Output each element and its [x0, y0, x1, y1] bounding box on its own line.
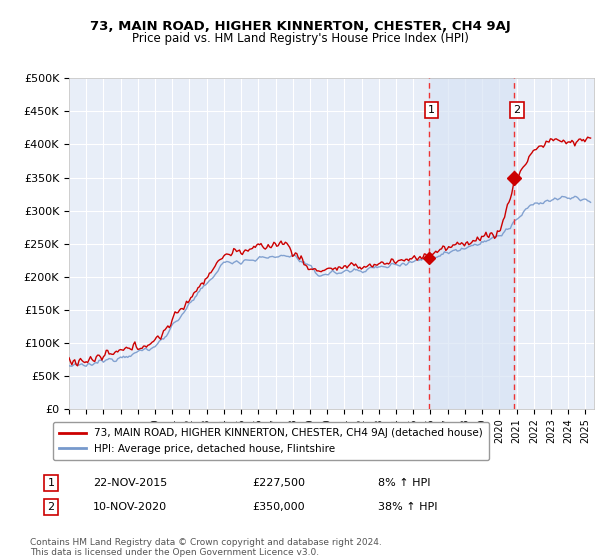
Legend: 73, MAIN ROAD, HIGHER KINNERTON, CHESTER, CH4 9AJ (detached house), HPI: Average: 73, MAIN ROAD, HIGHER KINNERTON, CHESTER… — [53, 422, 489, 460]
Text: Price paid vs. HM Land Registry's House Price Index (HPI): Price paid vs. HM Land Registry's House … — [131, 32, 469, 45]
Text: £350,000: £350,000 — [252, 502, 305, 512]
Text: 10-NOV-2020: 10-NOV-2020 — [93, 502, 167, 512]
Text: £227,500: £227,500 — [252, 478, 305, 488]
Text: 2: 2 — [513, 105, 520, 115]
Text: 38% ↑ HPI: 38% ↑ HPI — [378, 502, 437, 512]
Text: 8% ↑ HPI: 8% ↑ HPI — [378, 478, 431, 488]
Text: 22-NOV-2015: 22-NOV-2015 — [93, 478, 167, 488]
Text: 2: 2 — [47, 502, 55, 512]
Bar — [429, 78, 514, 409]
Text: Contains HM Land Registry data © Crown copyright and database right 2024.
This d: Contains HM Land Registry data © Crown c… — [30, 538, 382, 557]
Text: 1: 1 — [428, 105, 435, 115]
Text: 73, MAIN ROAD, HIGHER KINNERTON, CHESTER, CH4 9AJ: 73, MAIN ROAD, HIGHER KINNERTON, CHESTER… — [89, 20, 511, 32]
Text: 1: 1 — [47, 478, 55, 488]
